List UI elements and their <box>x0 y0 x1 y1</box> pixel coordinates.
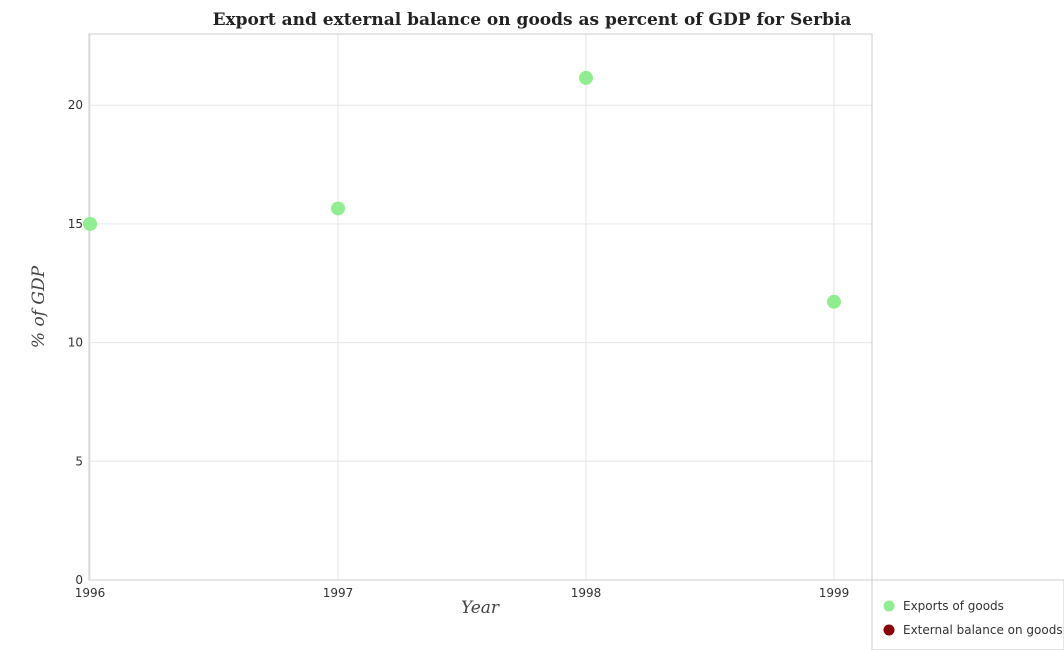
plot-border <box>88 33 873 581</box>
legend-marker-external-balance <box>883 624 895 636</box>
x-axis-title: Year <box>461 598 500 618</box>
y-axis-title: % of GDP <box>29 265 49 348</box>
legend: Exports of goods External balance on goo… <box>871 579 1064 650</box>
legend-marker-exports <box>883 600 895 612</box>
x-tick-label: 1997 <box>323 586 354 600</box>
x-tick-label: 1998 <box>571 586 602 600</box>
y-tick-labels: 0 5 10 15 20 <box>68 98 83 587</box>
y-tick-label: 5 <box>75 454 83 468</box>
x-tick-labels: 1996 1997 1998 1999 <box>75 586 850 600</box>
data-point-series0-1998 <box>579 70 593 85</box>
y-tick-label: 15 <box>68 217 83 231</box>
legend-box <box>871 579 1064 650</box>
data-points <box>83 70 841 309</box>
chart-title: Export and external balance on goods as … <box>213 10 852 30</box>
y-tick-label: 20 <box>68 98 83 112</box>
data-point-series0-1996 <box>83 216 97 231</box>
grid <box>89 34 872 581</box>
legend-label-external-balance: External balance on goods <box>903 623 1063 637</box>
y-tick-label: 0 <box>75 573 83 587</box>
x-tick-label: 1996 <box>75 586 106 600</box>
x-tick-label: 1999 <box>819 586 850 600</box>
legend-label-exports: Exports of goods <box>903 599 1004 613</box>
y-tick-label: 10 <box>68 336 83 350</box>
data-point-series0-1997 <box>331 201 345 216</box>
data-point-series0-1999 <box>827 294 841 309</box>
